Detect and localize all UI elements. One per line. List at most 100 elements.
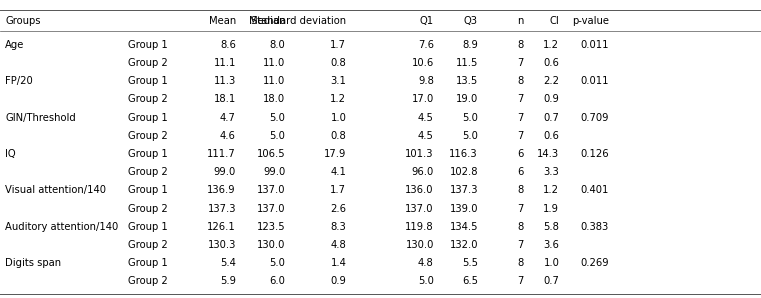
Text: n: n — [517, 16, 524, 26]
Text: 4.5: 4.5 — [418, 113, 434, 123]
Text: Group 2: Group 2 — [128, 277, 167, 286]
Text: 8: 8 — [517, 40, 524, 50]
Text: 4.1: 4.1 — [330, 167, 346, 177]
Text: 106.5: 106.5 — [256, 149, 285, 159]
Text: 8: 8 — [517, 185, 524, 195]
Text: 17.9: 17.9 — [324, 149, 346, 159]
Text: 5.9: 5.9 — [220, 277, 236, 286]
Text: 4.8: 4.8 — [330, 240, 346, 250]
Text: Q3: Q3 — [464, 16, 478, 26]
Text: 8: 8 — [517, 258, 524, 268]
Text: 1.0: 1.0 — [543, 258, 559, 268]
Text: 0.126: 0.126 — [580, 149, 609, 159]
Text: 7: 7 — [517, 131, 524, 141]
Text: 11.0: 11.0 — [263, 76, 285, 86]
Text: Median: Median — [249, 16, 285, 26]
Text: 130.0: 130.0 — [257, 240, 285, 250]
Text: 8: 8 — [517, 76, 524, 86]
Text: 11.0: 11.0 — [263, 58, 285, 68]
Text: 1.7: 1.7 — [330, 40, 346, 50]
Text: IQ: IQ — [5, 149, 16, 159]
Text: 137.0: 137.0 — [257, 185, 285, 195]
Text: Group 2: Group 2 — [128, 58, 167, 68]
Text: Group 2: Group 2 — [128, 240, 167, 250]
Text: 0.269: 0.269 — [580, 258, 609, 268]
Text: 0.011: 0.011 — [581, 76, 609, 86]
Text: 0.6: 0.6 — [543, 58, 559, 68]
Text: 11.1: 11.1 — [214, 58, 236, 68]
Text: 5.0: 5.0 — [462, 131, 478, 141]
Text: Group 2: Group 2 — [128, 167, 167, 177]
Text: 5.0: 5.0 — [462, 113, 478, 123]
Text: Group 1: Group 1 — [128, 222, 167, 232]
Text: 1.2: 1.2 — [543, 185, 559, 195]
Text: 18.0: 18.0 — [263, 94, 285, 105]
Text: 4.6: 4.6 — [220, 131, 236, 141]
Text: p-value: p-value — [572, 16, 609, 26]
Text: 0.709: 0.709 — [581, 113, 609, 123]
Text: 8.3: 8.3 — [330, 222, 346, 232]
Text: 137.0: 137.0 — [406, 204, 434, 214]
Text: 8.0: 8.0 — [269, 40, 285, 50]
Text: 132.0: 132.0 — [450, 240, 478, 250]
Text: Group 2: Group 2 — [128, 204, 167, 214]
Text: 1.7: 1.7 — [330, 185, 346, 195]
Text: 3.6: 3.6 — [543, 240, 559, 250]
Text: Digits span: Digits span — [5, 258, 62, 268]
Text: 0.9: 0.9 — [330, 277, 346, 286]
Text: 1.2: 1.2 — [330, 94, 346, 105]
Text: 6.5: 6.5 — [462, 277, 478, 286]
Text: 116.3: 116.3 — [449, 149, 478, 159]
Text: 7: 7 — [517, 113, 524, 123]
Text: 1.9: 1.9 — [543, 204, 559, 214]
Text: 5.4: 5.4 — [220, 258, 236, 268]
Text: Group 1: Group 1 — [128, 258, 167, 268]
Text: Groups: Groups — [5, 16, 41, 26]
Text: 126.1: 126.1 — [207, 222, 236, 232]
Text: 8: 8 — [517, 222, 524, 232]
Text: Standard deviation: Standard deviation — [251, 16, 346, 26]
Text: 111.7: 111.7 — [207, 149, 236, 159]
Text: 9.8: 9.8 — [418, 76, 434, 86]
Text: 99.0: 99.0 — [263, 167, 285, 177]
Text: 4.7: 4.7 — [220, 113, 236, 123]
Text: 139.0: 139.0 — [450, 204, 478, 214]
Text: 6: 6 — [517, 149, 524, 159]
Text: Age: Age — [5, 40, 24, 50]
Text: 102.8: 102.8 — [450, 167, 478, 177]
Text: Group 1: Group 1 — [128, 185, 167, 195]
Text: 11.5: 11.5 — [456, 58, 478, 68]
Text: 18.1: 18.1 — [214, 94, 236, 105]
Text: 8.9: 8.9 — [462, 40, 478, 50]
Text: 119.8: 119.8 — [405, 222, 434, 232]
Text: Group 1: Group 1 — [128, 113, 167, 123]
Text: 1.2: 1.2 — [543, 40, 559, 50]
Text: 7: 7 — [517, 240, 524, 250]
Text: Auditory attention/140: Auditory attention/140 — [5, 222, 119, 232]
Text: 14.3: 14.3 — [537, 149, 559, 159]
Text: 8.6: 8.6 — [220, 40, 236, 50]
Text: 2.6: 2.6 — [330, 204, 346, 214]
Text: Group 1: Group 1 — [128, 76, 167, 86]
Text: 136.0: 136.0 — [406, 185, 434, 195]
Text: 101.3: 101.3 — [406, 149, 434, 159]
Text: 134.5: 134.5 — [450, 222, 478, 232]
Text: 0.401: 0.401 — [581, 185, 609, 195]
Text: 0.6: 0.6 — [543, 131, 559, 141]
Text: 3.1: 3.1 — [330, 76, 346, 86]
Text: 5.0: 5.0 — [269, 113, 285, 123]
Text: Group 2: Group 2 — [128, 94, 167, 105]
Text: 11.3: 11.3 — [214, 76, 236, 86]
Text: 5.0: 5.0 — [269, 258, 285, 268]
Text: 99.0: 99.0 — [214, 167, 236, 177]
Text: Mean: Mean — [209, 16, 236, 26]
Text: 136.9: 136.9 — [207, 185, 236, 195]
Text: FP/20: FP/20 — [5, 76, 33, 86]
Text: 1.0: 1.0 — [330, 113, 346, 123]
Text: 19.0: 19.0 — [456, 94, 478, 105]
Text: 137.0: 137.0 — [257, 204, 285, 214]
Text: 137.3: 137.3 — [450, 185, 478, 195]
Text: Group 1: Group 1 — [128, 149, 167, 159]
Text: Group 1: Group 1 — [128, 40, 167, 50]
Text: 130.3: 130.3 — [208, 240, 236, 250]
